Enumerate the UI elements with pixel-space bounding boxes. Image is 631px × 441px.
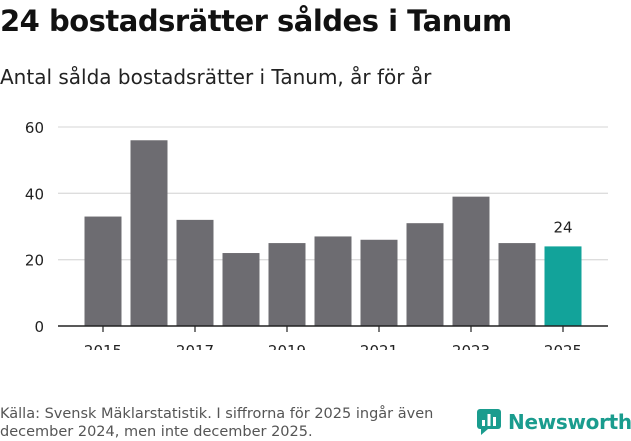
newsworthy-icon bbox=[477, 409, 501, 435]
x-tick-label: 2023 bbox=[452, 342, 490, 350]
chart-subtitle: Antal sålda bostadsrätter i Tanum, år fö… bbox=[0, 65, 432, 89]
bar bbox=[130, 140, 168, 326]
x-tick-label: 2025 bbox=[544, 342, 582, 350]
bar bbox=[222, 253, 260, 326]
data-label: 24 bbox=[553, 218, 572, 236]
x-tick-label: 2021 bbox=[360, 342, 398, 350]
bar bbox=[498, 243, 536, 326]
source-note: Källa: Svensk Mäklarstatistik. I siffror… bbox=[0, 406, 434, 440]
chart-title: 24 bostadsrätter såldes i Tanum bbox=[0, 4, 512, 38]
x-tick-label: 2017 bbox=[176, 342, 214, 350]
bar bbox=[84, 216, 122, 326]
x-tick-label: 2019 bbox=[268, 342, 306, 350]
bar bbox=[268, 243, 306, 326]
bar bbox=[544, 246, 582, 326]
x-tick-label: 2015 bbox=[84, 342, 122, 350]
y-tick-label: 60 bbox=[25, 119, 44, 137]
brand-name: Newsworthy bbox=[508, 410, 631, 434]
y-tick-label: 40 bbox=[25, 185, 44, 203]
y-tick-label: 20 bbox=[25, 252, 44, 270]
bar bbox=[176, 219, 214, 326]
newsworthy-logo[interactable]: Newsworthy bbox=[476, 408, 631, 436]
bar-chart: 0 20 40 60 2015 2017 2019 2021 2023 2025 24 bbox=[25, 119, 608, 350]
bar bbox=[360, 239, 398, 326]
bar bbox=[314, 236, 352, 326]
bar bbox=[452, 196, 490, 326]
bar bbox=[406, 223, 444, 326]
y-tick-label: 0 bbox=[34, 318, 44, 336]
